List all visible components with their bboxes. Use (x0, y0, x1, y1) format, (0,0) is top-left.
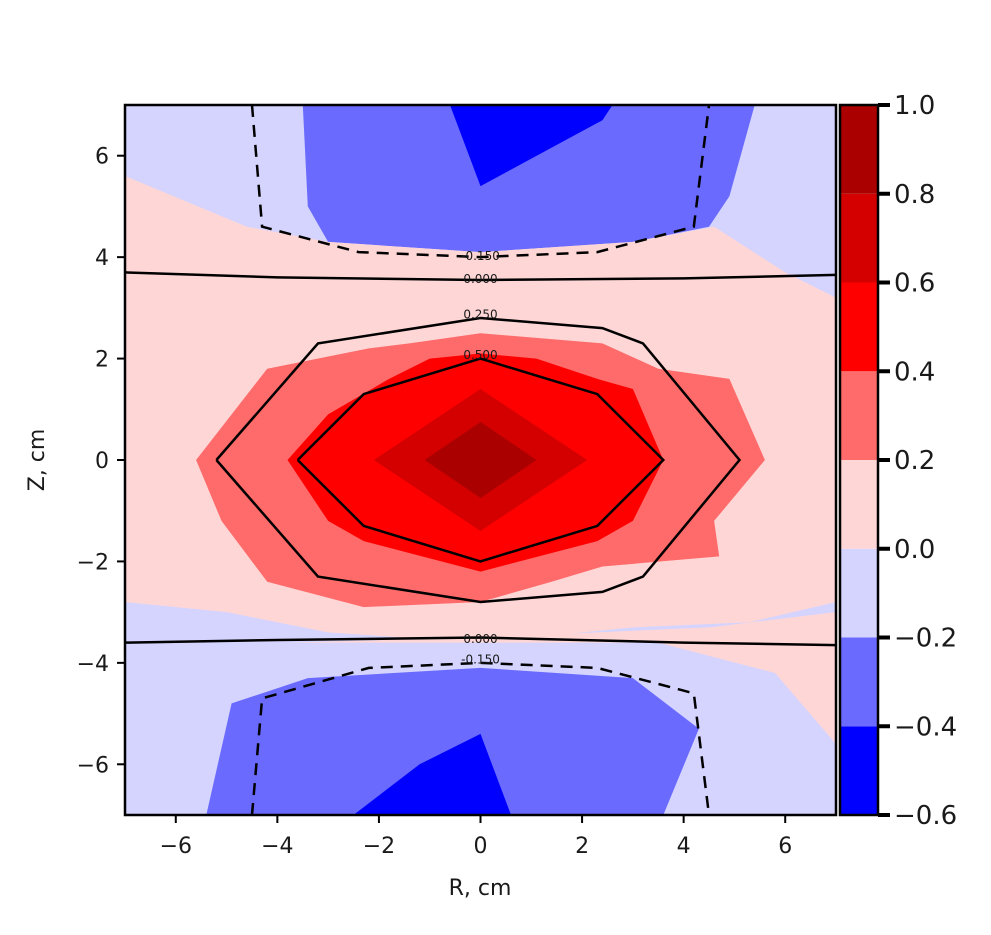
contour-line-4 (125, 636, 836, 647)
x-tick-label-1: −4 (261, 834, 293, 859)
x-tick-label-0: −6 (160, 834, 192, 859)
y-tick-label-6: 6 (95, 145, 109, 170)
contour-line-3 (296, 357, 666, 563)
y-axis: −6 −4 −2 0 2 4 6 (77, 145, 125, 778)
contour-fill-region-4 (353, 733, 511, 815)
x-axis-title: R, cm (449, 876, 512, 901)
y-axis-title: Z, cm (25, 429, 50, 492)
x-tick-label-4: 2 (575, 834, 589, 859)
y-tick-label-2: −2 (77, 550, 109, 575)
contour-line-0 (250, 105, 711, 259)
contour-fill-region-10 (424, 422, 537, 498)
y-tick-label-3: 0 (95, 449, 109, 474)
x-axis: −6 −4 −2 0 2 4 6 (160, 815, 792, 859)
colorbar-tick-label-7: 0.8 (894, 180, 935, 210)
x-tick-label-5: 4 (677, 834, 691, 859)
colorbar-tick-label-1: −0.4 (894, 712, 957, 742)
colorbar: −0.6 −0.4 −0.2 0.0 0.2 0.4 0.6 0.8 1.0 (838, 91, 957, 831)
colorbar-segment-7 (840, 105, 878, 194)
colorbar-segment-6 (840, 193, 878, 283)
contour-fill-region-6 (287, 612, 836, 744)
x-tick-label-3: 0 (474, 834, 488, 859)
y-tick-label-5: 4 (95, 246, 109, 271)
colorbar-segment-3 (840, 460, 878, 549)
contour-fill-region-2 (450, 105, 613, 187)
colorbar-tick-label-5: 0.4 (894, 357, 935, 387)
colorbar-tick-label-4: 0.2 (894, 446, 935, 476)
colorbar-segment-1 (840, 637, 878, 727)
colorbar-tick-label-2: −0.2 (894, 624, 957, 654)
contour-line-1 (125, 271, 836, 282)
contour-label-0: -0.150 (461, 249, 500, 263)
contour-fill-region-3 (206, 667, 699, 815)
contour-labels: -0.150 0.000 0.250 0.500 0.000 -0.150 (461, 249, 500, 666)
y-tick-label-0: −6 (77, 753, 109, 778)
y-tick-label-1: −4 (77, 652, 109, 677)
contour-label-4: 0.000 (463, 632, 497, 646)
contour-label-2: 0.250 (463, 307, 497, 321)
colorbar-segment-5 (840, 282, 878, 372)
colorbar-tick-label-6: 0.6 (894, 269, 935, 299)
filled-contours (125, 105, 836, 815)
colorbar-segment-2 (840, 548, 878, 638)
colorbar-tick-label-0: −0.6 (894, 801, 957, 831)
contour-label-1: 0.000 (463, 272, 497, 286)
contour-fill-region-1 (302, 105, 755, 253)
contour-line-2 (215, 316, 742, 604)
y-tick-label-4: 2 (95, 348, 109, 373)
x-tick-label-6: 6 (778, 834, 792, 859)
colorbar-tick-label-3: 0.0 (894, 535, 935, 565)
contour-label-3: 0.500 (463, 348, 497, 362)
colorbar-tick-label-8: 1.0 (894, 91, 935, 121)
x-tick-label-2: −2 (363, 834, 395, 859)
contour-label-5: -0.150 (461, 652, 500, 666)
colorbar-segment-4 (840, 371, 878, 460)
colorbar-segment-0 (840, 726, 878, 815)
contour-lines (125, 105, 836, 815)
